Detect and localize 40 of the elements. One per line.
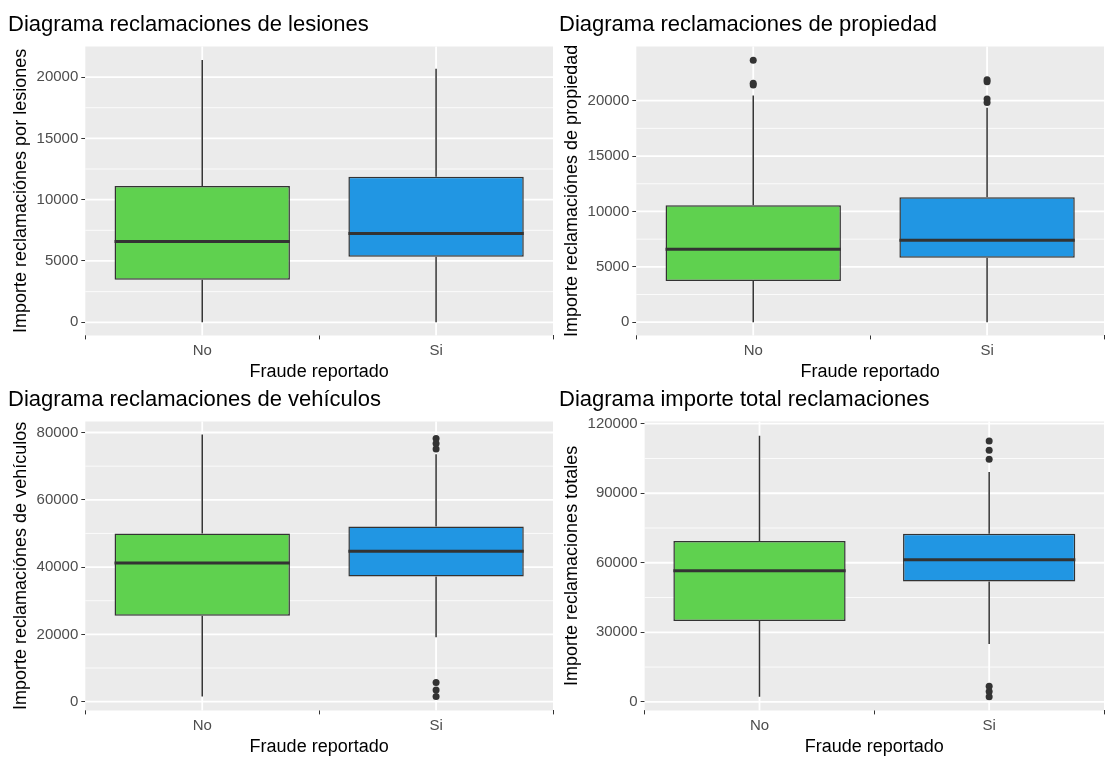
y-tick-label: 0 xyxy=(629,691,638,709)
y-tick-label: 15000 xyxy=(587,146,630,164)
y-tick-label: 15000 xyxy=(36,128,79,146)
x-axis-title: Fraude reportado xyxy=(249,361,389,382)
x-tick-label: No xyxy=(743,340,763,358)
y-tick-label: 5000 xyxy=(44,251,79,269)
x-tick-label: No xyxy=(749,715,770,733)
chart-title: Diagrama reclamaciones de vehículos xyxy=(8,386,381,412)
chart-title: Diagrama reclamaciones de propiedad xyxy=(559,11,937,37)
y-tick-label: 10000 xyxy=(36,189,79,207)
y-tick-label: 10000 xyxy=(587,201,630,219)
y-axis-title: Importe reclamaciones totales xyxy=(560,445,581,686)
x-tick-label: No xyxy=(192,715,212,733)
y-tick-label: 0 xyxy=(69,312,79,330)
x-tick-label: Si xyxy=(429,340,443,358)
chart-title: Diagrama reclamaciones de lesiones xyxy=(8,11,369,37)
x-tick-label: Si xyxy=(980,340,994,358)
y-tick-label: 20000 xyxy=(36,624,79,642)
y-tick-label: 80000 xyxy=(36,422,79,440)
y-axis-title: Importe reclamaciónes de vehículos xyxy=(9,421,30,710)
y-tick-label: 20000 xyxy=(587,90,630,108)
x-axis-title: Fraude reportado xyxy=(249,736,389,757)
y-tick-label: 40000 xyxy=(36,557,79,575)
x-tick-label: Si xyxy=(982,715,996,733)
x-tick-label: Si xyxy=(429,715,443,733)
y-axis-title: Importe reclamaciónes por lesiones xyxy=(9,48,30,333)
x-axis-title: Fraude reportado xyxy=(804,736,944,757)
y-tick-label: 120000 xyxy=(587,413,638,431)
y-tick-label: 20000 xyxy=(36,67,79,85)
y-tick-label: 90000 xyxy=(595,483,638,501)
y-axis-title: Importe reclamaciónes de propiedad xyxy=(560,44,581,337)
chart-title: Diagrama importe total reclamaciones xyxy=(559,386,930,412)
y-tick-label: 30000 xyxy=(595,622,638,640)
y-tick-label: 0 xyxy=(620,312,630,330)
y-tick-label: 5000 xyxy=(595,256,630,274)
y-tick-label: 60000 xyxy=(595,552,638,570)
y-tick-label: 0 xyxy=(69,691,79,709)
y-tick-label: 60000 xyxy=(36,489,79,507)
x-axis-title: Fraude reportado xyxy=(800,361,940,382)
x-tick-label: No xyxy=(192,340,212,358)
